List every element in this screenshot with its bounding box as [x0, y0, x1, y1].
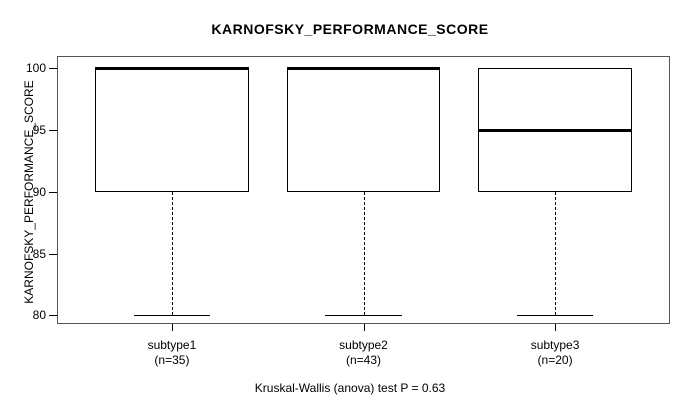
group-n: (n=35) [154, 352, 190, 367]
lower-whisker-cap [516, 315, 594, 317]
y-axis-tick-label: 85 [32, 246, 46, 261]
group-label: subtype2 (n=43) [294, 338, 434, 367]
box-iqr [95, 68, 249, 192]
group-n: (n=20) [537, 352, 573, 367]
y-axis-tick [49, 191, 57, 193]
lower-whisker-cap [133, 315, 211, 317]
y-axis-tick [49, 315, 57, 317]
stat-test-label: Kruskal-Wallis (anova) test P = 0.63 [254, 381, 446, 395]
group-name: subtype2 [339, 338, 388, 352]
group-label: subtype3 (n=20) [485, 338, 625, 367]
group-n: (n=43) [345, 352, 382, 367]
group-name: subtype1 [147, 338, 197, 352]
y-axis-tick [49, 130, 57, 132]
x-axis-tick [171, 324, 173, 331]
group-name: subtype3 [530, 338, 580, 352]
y-axis-tick-label: 100 [25, 61, 46, 76]
lower-whisker [171, 191, 173, 316]
y-axis-tick [49, 68, 57, 70]
lower-whisker [363, 191, 365, 316]
median-line [286, 66, 441, 70]
median-line [95, 66, 249, 70]
x-axis-tick [555, 324, 557, 331]
lower-whisker-cap [325, 315, 402, 317]
y-axis-tick-label: 90 [32, 184, 46, 199]
y-axis-tick [49, 253, 57, 255]
lower-whisker [555, 191, 557, 316]
group-label: subtype1 (n=35) [102, 338, 242, 367]
chart-title: KARNOFSKY_PERFORMANCE_SCORE [211, 21, 489, 37]
box-iqr [286, 68, 441, 192]
y-axis-tick-label: 80 [32, 308, 46, 323]
median-line [478, 128, 632, 132]
y-axis-tick-label: 95 [32, 123, 46, 138]
x-axis-tick [363, 324, 365, 331]
